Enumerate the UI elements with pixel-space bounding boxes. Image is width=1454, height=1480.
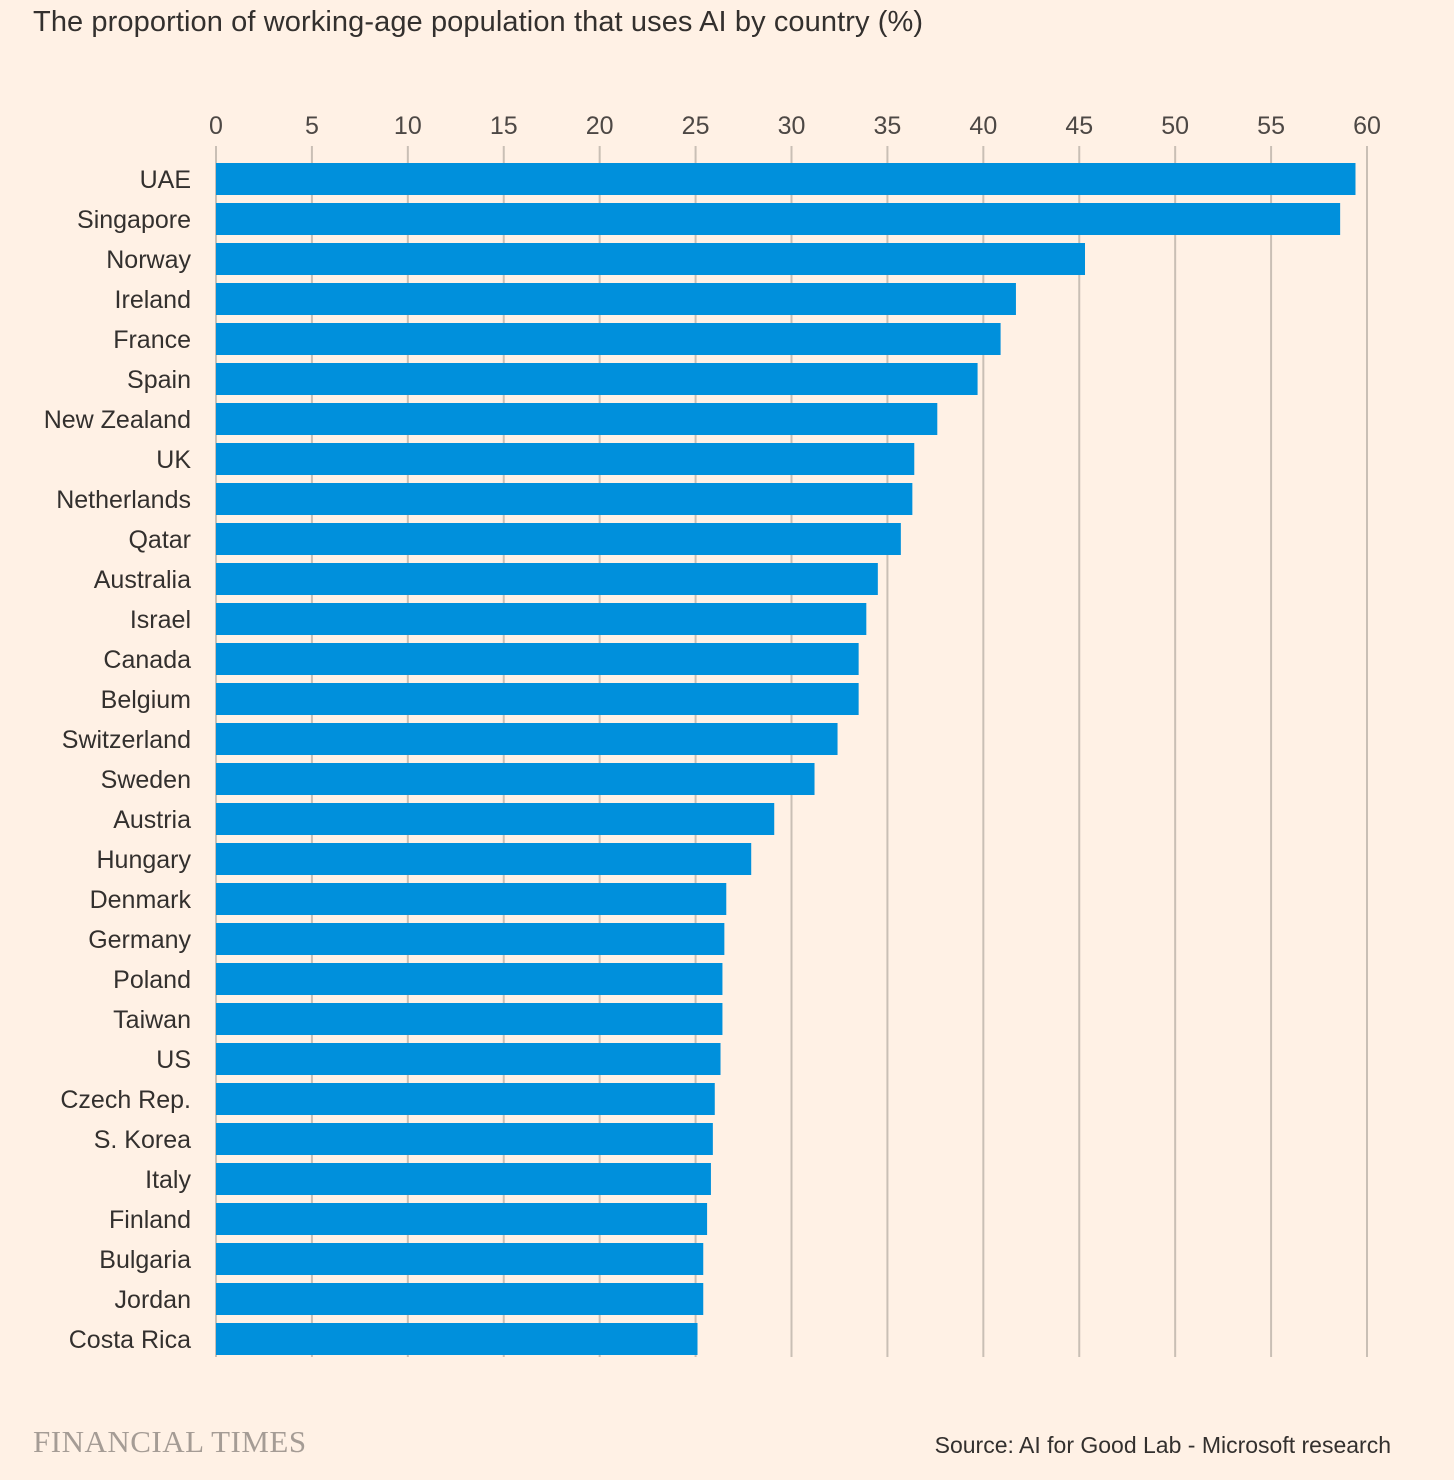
category-label: Costa Rica xyxy=(69,1326,191,1354)
category-label: Norway xyxy=(106,246,191,274)
category-label: Denmark xyxy=(90,886,192,914)
category-label: Sweden xyxy=(101,766,191,794)
bar xyxy=(216,1003,723,1035)
bar xyxy=(216,1083,715,1115)
bar xyxy=(216,803,775,835)
bar xyxy=(216,1163,711,1195)
bar xyxy=(216,603,867,635)
x-tick-label: 35 xyxy=(874,112,902,140)
x-tick-label: 40 xyxy=(969,112,997,140)
category-label: Switzerland xyxy=(62,726,191,754)
x-tick-label: 50 xyxy=(1161,112,1189,140)
bar xyxy=(216,283,1016,315)
x-tick-label: 60 xyxy=(1353,112,1381,140)
category-label: Jordan xyxy=(115,1286,191,1314)
category-label: Bulgaria xyxy=(99,1246,191,1274)
category-label: France xyxy=(113,326,191,354)
x-tick-label: 55 xyxy=(1257,112,1285,140)
category-label: Hungary xyxy=(97,846,192,874)
category-label: Taiwan xyxy=(113,1006,191,1034)
bar xyxy=(216,1123,713,1155)
bar xyxy=(216,883,727,915)
bar xyxy=(216,1243,704,1275)
bar xyxy=(216,723,838,755)
category-labels: UAE Singapore Norway Ireland France Spain New … xyxy=(44,166,192,1354)
chart-title: The proportion of working-age population… xyxy=(33,6,924,38)
category-label: Australia xyxy=(94,566,191,594)
bar xyxy=(216,323,1001,355)
bar xyxy=(216,843,752,875)
category-label: US xyxy=(156,1046,191,1074)
bars xyxy=(216,163,1356,1355)
category-label: Israel xyxy=(130,606,191,634)
category-label: New Zealand xyxy=(44,406,191,434)
category-label: UK xyxy=(156,446,191,474)
bar xyxy=(216,563,878,595)
bar xyxy=(216,643,859,675)
bar xyxy=(216,163,1356,195)
bar xyxy=(216,483,913,515)
bar xyxy=(216,1323,698,1355)
x-tick-label: 0 xyxy=(209,112,223,140)
x-tick-label: 5 xyxy=(305,112,319,140)
x-tick-label: 25 xyxy=(682,112,710,140)
bar xyxy=(216,203,1341,235)
x-tick-label: 45 xyxy=(1065,112,1093,140)
category-label: Qatar xyxy=(128,526,191,554)
category-label: Netherlands xyxy=(56,486,191,514)
category-label: Finland xyxy=(109,1206,191,1234)
bar xyxy=(216,243,1086,275)
category-label: Germany xyxy=(88,926,191,954)
x-tick-label: 15 xyxy=(490,112,518,140)
bar xyxy=(216,523,901,555)
category-label: Poland xyxy=(113,966,191,994)
x-tick-label: 30 xyxy=(778,112,806,140)
source-note: Source: AI for Good Lab - Microsoft rese… xyxy=(934,1432,1391,1458)
bar xyxy=(216,763,815,795)
bar xyxy=(216,1283,704,1315)
category-label: UAE xyxy=(140,166,191,194)
category-label: Singapore xyxy=(77,206,191,234)
bar xyxy=(216,1043,721,1075)
category-label: Czech Rep. xyxy=(60,1086,191,1114)
category-label: Austria xyxy=(113,806,191,834)
bar xyxy=(216,923,725,955)
bar xyxy=(216,363,978,395)
bar xyxy=(216,1203,708,1235)
category-label: S. Korea xyxy=(94,1126,191,1154)
x-axis-tick-labels: 0 5 10 15 20 25 30 35 40 45 50 55 60 xyxy=(209,112,1381,140)
bar xyxy=(216,683,859,715)
x-tick-label: 20 xyxy=(586,112,614,140)
x-tick-label: 10 xyxy=(394,112,422,140)
category-label: Canada xyxy=(103,646,191,674)
category-label: Belgium xyxy=(101,686,191,714)
category-label: Ireland xyxy=(115,286,191,314)
bar xyxy=(216,443,915,475)
category-label: Spain xyxy=(127,366,191,394)
category-label: Italy xyxy=(145,1166,191,1194)
financial-times-logo: FINANCIAL TIMES xyxy=(33,1424,307,1459)
bar xyxy=(216,963,723,995)
bar xyxy=(216,403,938,435)
